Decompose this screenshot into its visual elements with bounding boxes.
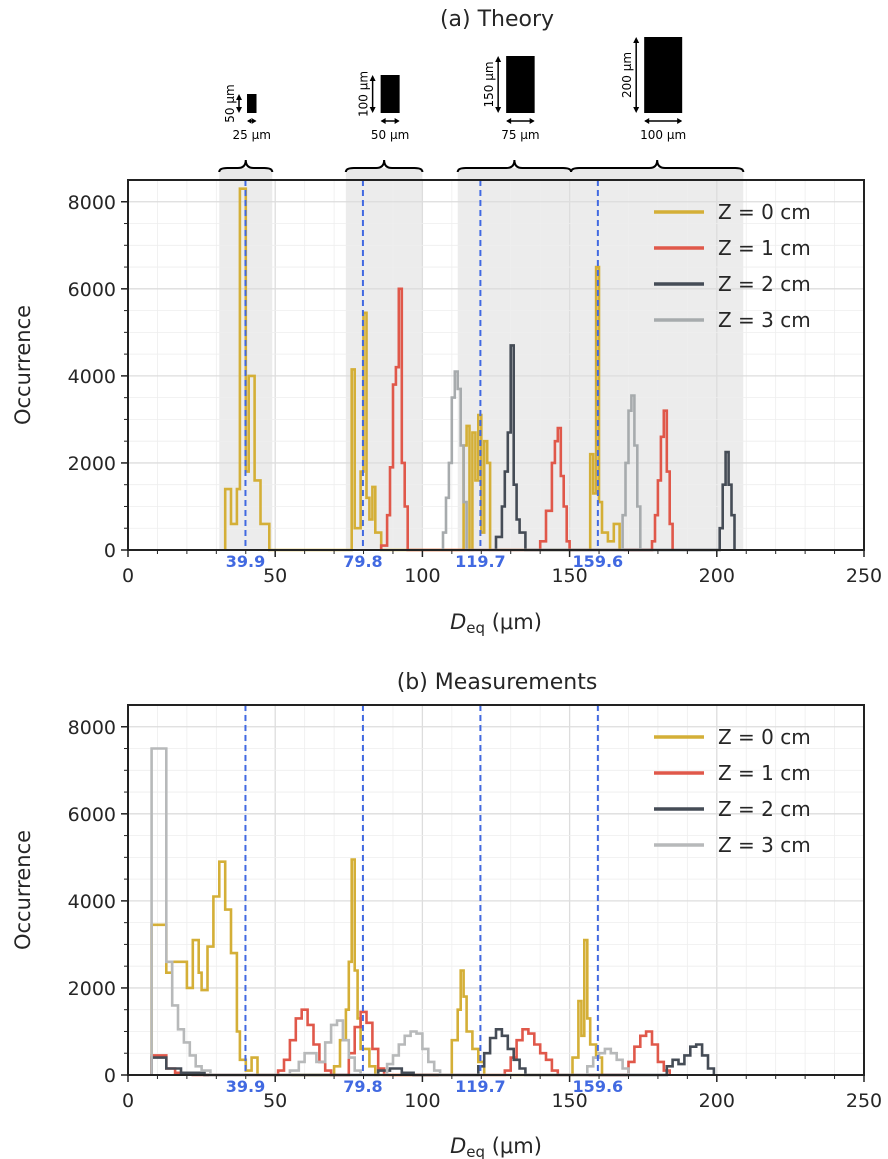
shape-rect-4 — [644, 37, 683, 113]
bracket-shade-4 — [571, 168, 744, 180]
panel-a-grid — [128, 180, 864, 550]
width-arrowheads-2 — [380, 118, 400, 124]
pb-xtick-label-100: 100 — [404, 1090, 440, 1112]
pa-legend-label-z-2-cm: Z = 2 cm — [718, 272, 811, 296]
width-label-3: 75 μm — [501, 128, 539, 142]
pb-xtick-label-150: 150 — [551, 1090, 587, 1112]
pa-ytick-label-2000: 2000 — [68, 453, 116, 475]
panel-b-ticks: 0 50 100 150 200 250 0 2000 4000 6000 8000 — [68, 717, 882, 1112]
pa-ref-label-3: 119.7 — [455, 552, 506, 571]
width-arrowheads-1 — [247, 118, 257, 124]
panel-b-reference-lines — [244, 705, 599, 1075]
pa-series-z-1-cm — [379, 287, 674, 552]
bracket-shade-2 — [345, 168, 423, 180]
shape-rect-2 — [380, 75, 400, 113]
panel-b-reference-labels: 39.9 79.8 119.7 159.6 — [226, 1077, 623, 1096]
pb-legend-label-z-1-cm: Z = 1 cm — [718, 761, 811, 785]
height-arrowheads-3 — [495, 56, 502, 113]
pb-ref-label-1: 39.9 — [226, 1077, 265, 1096]
width-label-2: 50 μm — [371, 128, 409, 142]
panel-a-frame — [127, 179, 865, 551]
pb-ytick-label-8000: 8000 — [68, 717, 116, 739]
panel-a-ticks: 0 50 100 150 200 250 0 2000 4000 6000 8000 — [68, 192, 882, 587]
pa-xtick-label-100: 100 — [404, 565, 440, 587]
panel-b-ylabel: Occurrence — [11, 830, 35, 950]
pa-ytick-label-0: 0 — [104, 540, 116, 562]
pa-legend-label-z-0-cm: Z = 0 cm — [718, 200, 811, 224]
pb-legend-label-z-0-cm: Z = 0 cm — [718, 725, 811, 749]
height-label-2: 100 μm — [357, 71, 371, 117]
shape-rect-1 — [247, 94, 257, 113]
pa-series-z-3-cm — [441, 370, 642, 552]
width-label-4: 100 μm — [640, 128, 686, 142]
pa-xtick-label-200: 200 — [699, 565, 735, 587]
pa-xtick-label-150: 150 — [551, 565, 587, 587]
height-label-4: 200 μm — [620, 52, 634, 98]
pb-series-z-2-cm — [150, 1028, 716, 1077]
pb-ref-label-2: 79.8 — [343, 1077, 382, 1096]
height-arrowheads-1 — [236, 94, 243, 113]
panel-a-xlabel: Deq (μm) — [450, 610, 542, 637]
panel-b-xlabel: Deq (μm) — [450, 1134, 542, 1159]
panel-a-title: (a) Theory — [440, 7, 554, 32]
pb-legend-label-z-3-cm: Z = 3 cm — [718, 833, 811, 857]
height-label-1: 50 μm — [223, 84, 237, 122]
panel-a-ylabel: Occurrence — [11, 305, 35, 425]
pa-ytick-label-4000: 4000 — [68, 366, 116, 388]
pb-legend-label-z-2-cm: Z = 2 cm — [718, 797, 811, 821]
panel-b-title: (b) Measurements — [397, 670, 598, 695]
pb-ytick-label-0: 0 — [104, 1065, 116, 1087]
height-label-3: 150 μm — [482, 61, 496, 107]
panel-b-frame — [127, 704, 865, 1076]
pb-series-z-1-cm — [150, 1008, 671, 1077]
pa-ref-label-2: 79.8 — [343, 552, 382, 571]
pb-ref-label-3: 119.7 — [455, 1077, 506, 1096]
pa-band-2 — [345, 180, 423, 550]
pb-ytick-label-4000: 4000 — [68, 891, 116, 913]
width-label-1: 25 μm — [233, 128, 271, 142]
pa-xtick-label-50: 50 — [263, 565, 287, 587]
bracket-3 — [456, 159, 573, 173]
panel-a-reference-labels: 39.9 79.8 119.7 159.6 — [226, 552, 623, 571]
panel-a-reference-lines — [244, 180, 599, 550]
pb-xtick-label-0: 0 — [122, 1090, 134, 1112]
bracket-shade-1 — [219, 168, 273, 180]
pb-xtick-label-250: 250 — [846, 1090, 882, 1112]
pb-ytick-label-6000: 6000 — [68, 804, 116, 826]
pa-series-z-2-cm — [494, 344, 736, 552]
panel-b-series — [150, 747, 716, 1077]
pa-xtick-label-250: 250 — [846, 565, 882, 587]
pa-legend-label-z-3-cm: Z = 3 cm — [718, 308, 811, 332]
shape-rect-3 — [506, 56, 535, 113]
pb-series-z-0-cm — [150, 858, 604, 1077]
bracket-1 — [218, 159, 274, 173]
bracket-shade-3 — [457, 168, 572, 180]
pa-legend-label-z-1-cm: Z = 1 cm — [718, 236, 811, 260]
pa-xtick-label-0: 0 — [122, 565, 134, 587]
bracket-4 — [570, 159, 745, 173]
panel-a-legend: Z = 0 cm Z = 1 cm Z = 2 cm Z = 3 cm — [654, 200, 811, 332]
pb-ref-label-4: 159.6 — [573, 1077, 624, 1096]
pb-xtick-label-200: 200 — [699, 1090, 735, 1112]
panel-b-grid — [128, 705, 864, 1075]
pb-ytick-label-2000: 2000 — [68, 978, 116, 1000]
bracket-2 — [344, 159, 424, 173]
pa-ref-label-1: 39.9 — [226, 552, 265, 571]
pa-ref-label-4: 159.6 — [573, 552, 624, 571]
panel-b-legend: Z = 0 cm Z = 1 cm Z = 2 cm Z = 3 cm — [654, 725, 811, 857]
pa-ytick-label-8000: 8000 — [68, 192, 116, 214]
pb-series-z-3-cm — [150, 747, 630, 1077]
pa-ytick-label-6000: 6000 — [68, 279, 116, 301]
pb-xtick-label-50: 50 — [263, 1090, 287, 1112]
